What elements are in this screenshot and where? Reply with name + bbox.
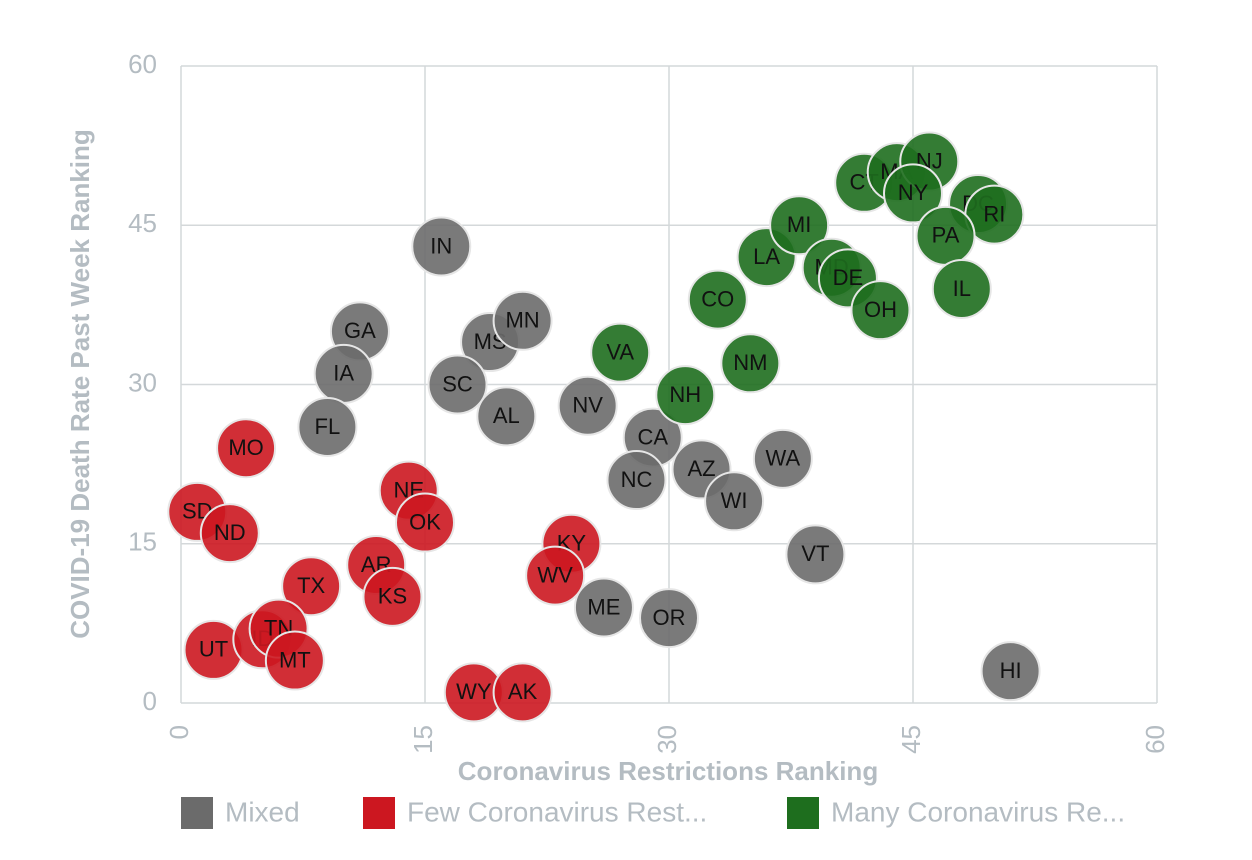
point-label: AL bbox=[493, 403, 520, 428]
point-label: OR bbox=[653, 605, 686, 630]
point bbox=[785, 524, 846, 585]
point-label: GA bbox=[344, 318, 376, 343]
legend-label: Few Coronavirus Rest... bbox=[407, 796, 707, 827]
point-label: CA bbox=[637, 424, 668, 449]
point-label: MO bbox=[228, 435, 263, 460]
point-label: PA bbox=[932, 223, 960, 248]
point bbox=[769, 195, 830, 256]
point-label: NC bbox=[621, 467, 653, 492]
x-tick-label: 60 bbox=[1140, 725, 1170, 754]
point-label: WY bbox=[456, 679, 492, 704]
point bbox=[883, 163, 943, 224]
point-label: MT bbox=[279, 647, 311, 672]
point bbox=[931, 258, 992, 319]
point-label: NV bbox=[572, 393, 603, 418]
point bbox=[752, 428, 813, 489]
point-label: MI bbox=[787, 212, 811, 237]
point bbox=[590, 322, 651, 383]
legend-swatch bbox=[787, 797, 819, 829]
point bbox=[427, 354, 488, 415]
point-label: WV bbox=[537, 562, 573, 587]
point-label: DE bbox=[833, 265, 864, 290]
point bbox=[199, 503, 260, 564]
point-label: WI bbox=[721, 488, 748, 513]
y-tick-label: 0 bbox=[143, 686, 157, 716]
x-tick-label: 30 bbox=[652, 725, 682, 754]
point-label: KS bbox=[378, 584, 407, 609]
point-label: ME bbox=[587, 594, 620, 619]
x-tick-label: 15 bbox=[408, 725, 438, 754]
point-label: IA bbox=[333, 361, 354, 386]
point-label: WA bbox=[766, 446, 801, 471]
point-label: FL bbox=[315, 414, 341, 439]
point-label: OK bbox=[409, 509, 441, 534]
y-tick-label: 60 bbox=[128, 49, 157, 79]
point bbox=[525, 545, 586, 606]
point bbox=[216, 418, 277, 479]
y-tick-label: 45 bbox=[128, 208, 157, 238]
x-tick-label: 0 bbox=[164, 725, 194, 739]
point bbox=[704, 471, 765, 532]
legend-swatch bbox=[363, 797, 395, 829]
point-label: NY bbox=[898, 180, 929, 205]
point bbox=[557, 375, 618, 436]
legend-swatch bbox=[181, 797, 213, 829]
y-tick-label: 15 bbox=[128, 527, 157, 557]
point bbox=[297, 396, 358, 457]
point-label: MN bbox=[505, 308, 539, 333]
point bbox=[476, 386, 537, 447]
point bbox=[687, 269, 748, 330]
point-label: VT bbox=[801, 541, 829, 566]
point bbox=[850, 280, 911, 341]
point-label: AK bbox=[508, 679, 538, 704]
point-label: CO bbox=[701, 286, 734, 311]
point bbox=[492, 290, 553, 351]
point bbox=[606, 450, 667, 511]
point-label: TX bbox=[297, 573, 325, 598]
point-label: NM bbox=[733, 350, 767, 375]
point bbox=[395, 492, 455, 553]
point-label: OH bbox=[864, 297, 897, 322]
point bbox=[720, 333, 781, 394]
point bbox=[362, 566, 423, 627]
point bbox=[281, 556, 342, 617]
point bbox=[492, 662, 553, 723]
point bbox=[655, 365, 716, 426]
y-tick-label: 30 bbox=[128, 367, 157, 397]
legend-label: Mixed bbox=[225, 796, 300, 827]
point-label: RI bbox=[983, 201, 1005, 226]
point bbox=[980, 641, 1041, 702]
point-label: VA bbox=[606, 339, 634, 364]
point-label: NH bbox=[669, 382, 701, 407]
point bbox=[264, 630, 325, 691]
point-label: LA bbox=[753, 244, 780, 269]
point bbox=[573, 577, 634, 638]
point-label: UT bbox=[199, 637, 228, 662]
point-label: IL bbox=[953, 276, 971, 301]
legend-label: Many Coronavirus Re... bbox=[831, 796, 1125, 827]
point-label: SC bbox=[442, 371, 473, 396]
point-label: ND bbox=[214, 520, 246, 545]
point-label: HI bbox=[1000, 658, 1022, 683]
point bbox=[411, 216, 472, 277]
y-axis-title: COVID-19 Death Rate Past Week Ranking bbox=[65, 129, 95, 639]
point bbox=[639, 588, 699, 649]
x-axis-title: Coronavirus Restrictions Ranking bbox=[458, 756, 878, 786]
point-label: AZ bbox=[687, 456, 715, 481]
x-tick-label: 45 bbox=[896, 725, 926, 754]
point-label: IN bbox=[430, 233, 452, 258]
